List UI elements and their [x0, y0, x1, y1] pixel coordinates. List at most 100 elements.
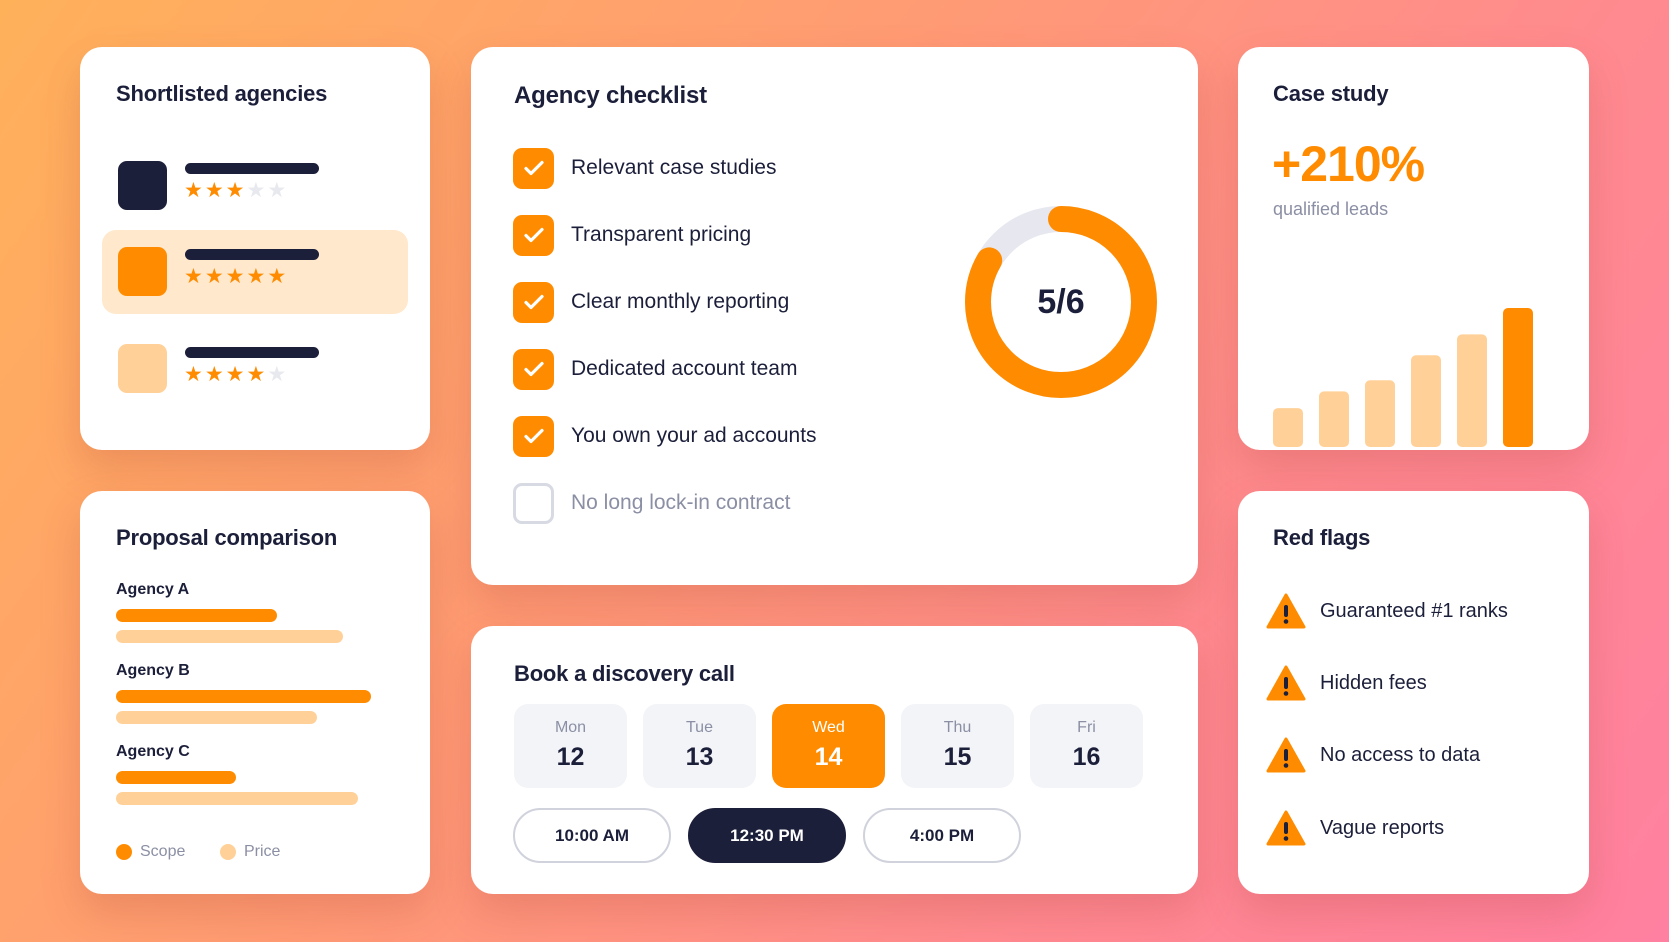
- checklist-item-label: No long lock-in contract: [571, 491, 791, 514]
- star-icon: ★: [246, 265, 268, 288]
- time-slot-button[interactable]: 12:30 PM: [688, 808, 846, 863]
- star-icon: ★: [246, 363, 268, 386]
- scope-bar: [116, 690, 371, 703]
- legend-label: Scope: [140, 843, 186, 860]
- case-study-bar: [1411, 355, 1441, 447]
- day-name: Fri: [1077, 719, 1096, 736]
- legend-dot: [116, 844, 132, 860]
- proposal-agency-label: Agency A: [116, 581, 190, 598]
- red-flag-label: Vague reports: [1320, 816, 1445, 839]
- price-bar: [116, 792, 359, 805]
- star-icon: ★: [225, 265, 247, 288]
- case-study-bar-chart: [1273, 308, 1533, 447]
- star-icon: ★: [204, 363, 226, 386]
- case-study-title: Case study: [1273, 81, 1389, 106]
- agency-checklist-card: Agency checklist Relevant case studies T…: [471, 47, 1198, 585]
- case-study-bar: [1319, 391, 1349, 447]
- checklist-item[interactable]: Relevant case studies: [513, 147, 776, 189]
- day-option-tue[interactable]: Tue 13: [643, 704, 756, 788]
- case-study-caption: qualified leads: [1273, 199, 1389, 219]
- legend-scope: Scope: [116, 843, 185, 861]
- red-flags-card: Red flags Guaranteed #1 ranks Hidden fee…: [1238, 491, 1589, 894]
- day-number: 14: [814, 743, 843, 771]
- day-option-thu[interactable]: Thu 15: [901, 704, 1014, 788]
- agency-logo: [118, 161, 167, 210]
- case-study-card: Case study +210% qualified leads: [1238, 47, 1589, 450]
- star-icon: ★: [267, 265, 289, 288]
- legend-dot: [220, 844, 236, 860]
- shortlist-title: Shortlisted agencies: [116, 81, 328, 106]
- case-study-bar: [1273, 408, 1303, 447]
- proposal-agency-label: Agency C: [116, 743, 190, 760]
- day-name: Tue: [686, 719, 713, 736]
- case-study-metric: +210%: [1272, 136, 1425, 192]
- proposal-title: Proposal comparison: [116, 525, 338, 550]
- shortlisted-agencies-card: Shortlisted agencies ★★★★★ ★★★★★ ★★★★★: [80, 47, 430, 450]
- scope-bar: [116, 771, 236, 784]
- agency-logo: [118, 344, 167, 393]
- agency-row-3[interactable]: ★★★★★: [102, 339, 408, 423]
- proposal-comparison-card: Proposal comparison Agency A Agency B Ag…: [80, 491, 430, 894]
- star-icon: ★: [204, 179, 226, 202]
- proposal-agency-label: Agency B: [116, 662, 190, 679]
- donut-progress-arc: [965, 206, 1157, 398]
- star-icon: ★: [246, 179, 268, 202]
- book-call-title: Book a discovery call: [514, 661, 735, 686]
- price-bar: [116, 630, 343, 643]
- red-flag-item: Guaranteed #1 ranks: [1266, 591, 1508, 631]
- day-number: 16: [1072, 743, 1101, 771]
- checklist-item[interactable]: Clear monthly reporting: [513, 281, 789, 323]
- checklist-item[interactable]: Transparent pricing: [513, 214, 751, 256]
- checkbox-checked[interactable]: [513, 214, 554, 256]
- checklist-title: Agency checklist: [514, 82, 707, 109]
- checkbox-checked[interactable]: [513, 348, 554, 390]
- star-rating: ★★★★★: [184, 180, 288, 201]
- checklist-item[interactable]: No long lock-in contract: [513, 482, 790, 524]
- checklist-item[interactable]: You own your ad accounts: [513, 415, 817, 457]
- star-icon: ★: [184, 265, 205, 288]
- checkbox-checked[interactable]: [513, 415, 554, 457]
- checklist-item-label: Dedicated account team: [571, 357, 798, 380]
- star-icon: ★: [225, 363, 247, 386]
- checkbox-checked[interactable]: [513, 281, 554, 323]
- check-icon: [523, 294, 544, 310]
- day-number: 12: [556, 743, 585, 771]
- check-icon: [523, 227, 544, 243]
- time-slot-button[interactable]: 4:00 PM: [863, 808, 1021, 863]
- day-option-wed[interactable]: Wed 14: [772, 704, 885, 788]
- checklist-item-label: Clear monthly reporting: [571, 290, 790, 313]
- day-option-fri[interactable]: Fri 16: [1030, 704, 1143, 788]
- case-study-bar: [1503, 308, 1533, 447]
- star-icon: ★: [184, 363, 205, 386]
- legend-label: Price: [244, 843, 281, 860]
- star-icon: ★: [225, 179, 247, 202]
- warning-icon: [1266, 593, 1306, 629]
- star-rating: ★★★★★: [184, 266, 288, 287]
- checklist-item-label: Relevant case studies: [571, 156, 777, 179]
- agency-name-placeholder: [185, 347, 319, 358]
- agency-row-1[interactable]: ★★★★★: [102, 144, 408, 228]
- progress-donut: [965, 206, 1157, 398]
- red-flag-label: No access to data: [1320, 743, 1481, 766]
- check-icon: [523, 428, 544, 444]
- checklist-item-label: You own your ad accounts: [571, 424, 817, 447]
- agency-row-2[interactable]: ★★★★★: [102, 230, 408, 314]
- star-icon: ★: [267, 179, 289, 202]
- price-bar: [116, 711, 318, 724]
- checklist-item-label: Transparent pricing: [571, 223, 752, 246]
- time-slot-button[interactable]: 10:00 AM: [513, 808, 671, 863]
- red-flag-item: No access to data: [1266, 735, 1480, 775]
- red-flag-item: Vague reports: [1266, 808, 1444, 848]
- agency-logo: [118, 247, 167, 296]
- checkbox-checked[interactable]: [513, 147, 554, 189]
- agency-name-placeholder: [185, 163, 319, 174]
- check-icon: [523, 160, 544, 176]
- day-option-mon[interactable]: Mon 12: [514, 704, 627, 788]
- check-icon: [523, 361, 544, 377]
- day-name: Wed: [812, 719, 845, 736]
- checkbox-unchecked[interactable]: [513, 482, 554, 524]
- day-name: Thu: [943, 719, 972, 736]
- checklist-item[interactable]: Dedicated account team: [513, 348, 797, 390]
- case-study-bar: [1365, 380, 1395, 447]
- book-call-card: Book a discovery call Mon 12 Tue 13 Wed …: [471, 626, 1198, 894]
